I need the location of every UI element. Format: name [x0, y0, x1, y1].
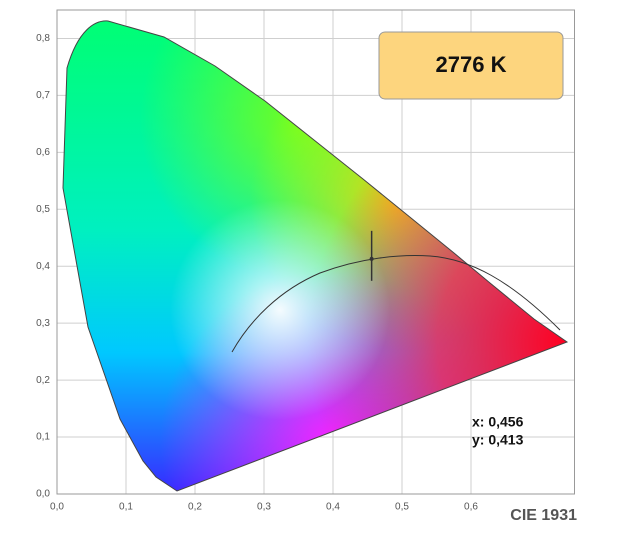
cct-box	[378, 31, 564, 100]
planckian-locus	[231, 255, 561, 353]
x-tick-label: 0,6	[464, 502, 478, 513]
white-point	[369, 256, 374, 261]
y-tick-label: 0,4	[36, 261, 50, 272]
x-tick-label: 0,0	[50, 502, 64, 513]
y-tick-label: 0,7	[36, 90, 50, 101]
spectral-locus	[62, 20, 569, 492]
chart-title: CIE 1931	[510, 507, 577, 524]
y-coordinate: y: 0,413	[472, 432, 524, 448]
y-tick-label: 0,6	[36, 147, 50, 158]
x-tick-label: 0,4	[326, 502, 340, 513]
y-tick-label: 0,3	[36, 318, 50, 329]
x-tick-label: 0,1	[119, 502, 133, 513]
y-tick-label: 0,0	[36, 489, 50, 500]
cct-label: 2776 K	[436, 52, 507, 77]
plot-frame	[56, 9, 575, 495]
y-tick-label: 0,1	[36, 432, 50, 443]
x-tick-label: 0,3	[257, 502, 271, 513]
y-tick-label: 0,8	[36, 33, 50, 44]
x-tick-label: 0,5	[395, 502, 409, 513]
y-tick-label: 0,5	[36, 204, 50, 215]
y-tick-label: 0,2	[36, 375, 50, 386]
x-coordinate: x: 0,456	[472, 414, 524, 430]
x-tick-label: 0,2	[188, 502, 202, 513]
